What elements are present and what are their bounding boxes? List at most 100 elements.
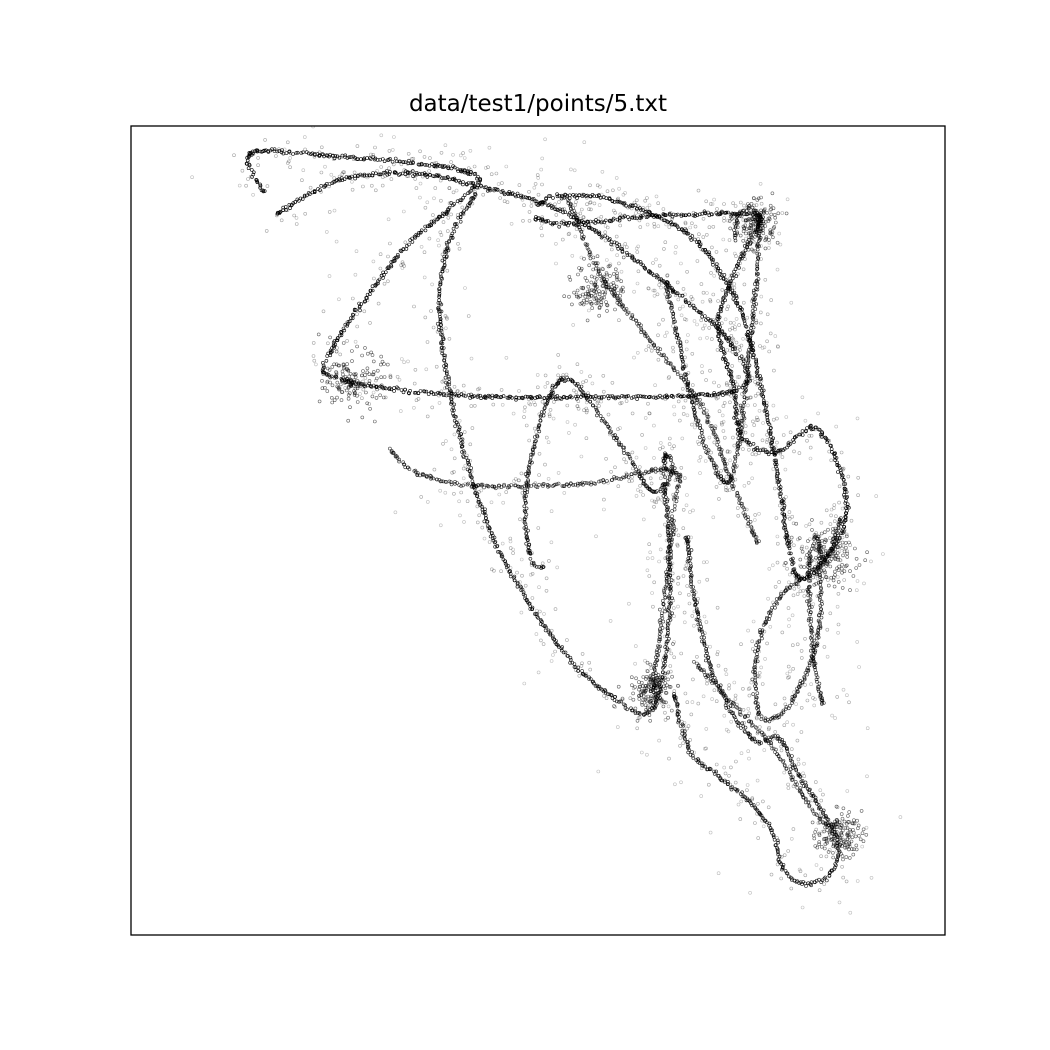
data-point: [355, 312, 359, 316]
data-point: [542, 406, 547, 411]
data-point: [627, 479, 632, 484]
data-point: [445, 212, 449, 216]
data-point: [709, 450, 713, 455]
data-point: [451, 394, 456, 399]
data-point: [786, 538, 791, 543]
data-point: [598, 414, 603, 418]
data-point: [519, 610, 524, 615]
data-point: [523, 490, 527, 495]
data-point: [302, 193, 307, 198]
data-point: [723, 317, 728, 322]
data-point: [370, 288, 375, 293]
data-point: [722, 356, 727, 361]
data-point: [759, 714, 764, 719]
data-point: [392, 256, 397, 261]
data-point: [427, 224, 432, 228]
data-point: [371, 390, 376, 395]
data-point: [310, 190, 315, 195]
data-point: [807, 663, 812, 668]
data-point: [733, 345, 737, 350]
data-point: [687, 553, 691, 557]
data-point: [716, 299, 720, 303]
data-point: [787, 551, 792, 556]
data-point: [732, 386, 736, 390]
data-point: [730, 276, 735, 281]
data-point: [438, 282, 443, 287]
data-point: [368, 157, 373, 161]
data-point: [392, 170, 397, 175]
data-point: [502, 199, 507, 203]
data-point: [664, 222, 669, 227]
data-point: [786, 706, 791, 711]
data-point: [422, 171, 427, 175]
data-point: [720, 329, 725, 334]
data-point: [316, 187, 320, 191]
data-point: [795, 642, 800, 647]
data-point: [469, 466, 474, 470]
data-point: [833, 716, 837, 720]
data-point: [753, 380, 757, 384]
data-point: [616, 442, 621, 447]
data-point: [688, 303, 692, 308]
data-point: [683, 398, 688, 403]
data-point: [660, 445, 665, 450]
data-point: [464, 182, 469, 186]
data-point: [354, 249, 359, 253]
data-point: [666, 511, 671, 516]
data-point: [675, 543, 680, 548]
data-point: [473, 171, 478, 176]
data-point: [449, 401, 453, 406]
data-point: [505, 191, 510, 196]
data-point: [743, 387, 748, 392]
data-point: [608, 619, 613, 623]
data-point: [459, 441, 463, 446]
data-point: [452, 456, 457, 461]
data-point: [439, 276, 444, 280]
data-point: [520, 573, 524, 578]
data-point: [710, 322, 714, 326]
data-point: [666, 623, 670, 628]
data-point: [763, 277, 768, 282]
data-point: [337, 333, 342, 338]
data-point: [744, 236, 748, 241]
data-point: [579, 384, 584, 389]
data-point: [642, 266, 647, 270]
data-point: [451, 411, 455, 416]
data-point: [603, 238, 608, 243]
data-point: [424, 367, 429, 372]
data-point: [708, 298, 712, 302]
data-point: [731, 381, 736, 386]
data-point: [743, 324, 748, 328]
data-point: [805, 438, 809, 443]
data-point: [556, 381, 561, 386]
data-point: [734, 317, 739, 321]
data-point: [685, 269, 689, 274]
data-point: [685, 584, 690, 588]
data-point: [468, 170, 473, 174]
data-point: [786, 535, 791, 540]
data-point: [622, 394, 626, 399]
data-point: [418, 389, 423, 393]
data-point: [656, 497, 660, 502]
data-point: [456, 428, 461, 433]
data-point: [524, 506, 529, 511]
data-point: [401, 209, 406, 214]
data-point: [526, 550, 531, 555]
data-point: [288, 206, 292, 210]
data-point: [730, 326, 735, 330]
data-point: [701, 392, 706, 396]
data-point: [661, 670, 665, 675]
data-point: [826, 817, 831, 822]
data-point: [667, 594, 671, 599]
data-point: [492, 540, 497, 545]
data-point: [455, 213, 460, 217]
data-point: [508, 572, 513, 576]
data-point: [491, 402, 496, 407]
data-point: [440, 269, 445, 274]
data-point: [530, 605, 535, 610]
data-point: [614, 241, 619, 245]
data-point: [522, 681, 527, 686]
data-point: [648, 345, 653, 350]
data-point: [759, 376, 763, 381]
data-point: [842, 525, 847, 529]
